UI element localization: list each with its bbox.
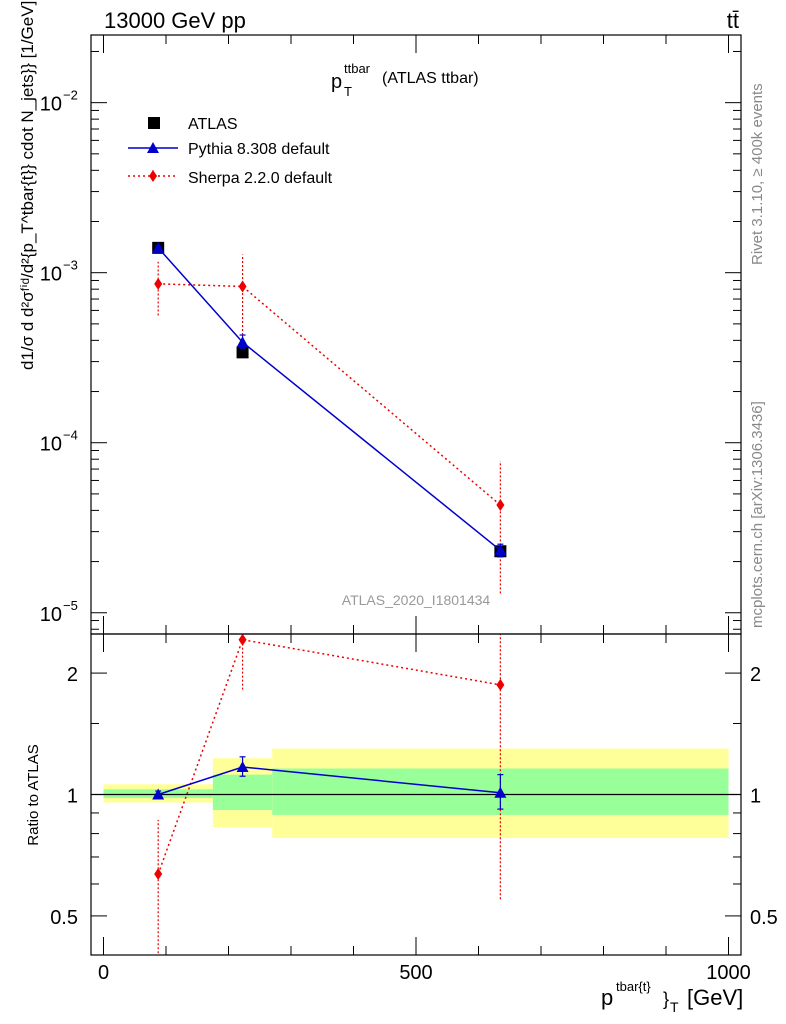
- main-sherpa-point: [496, 499, 505, 512]
- legend-marker-pythia: [147, 142, 159, 153]
- main-pythia-point: [494, 544, 507, 556]
- ratio-band-inner: [212, 774, 273, 811]
- plot-title-sup: ttbar: [344, 61, 371, 76]
- main-y-tick-label: 10: [40, 264, 62, 286]
- ratio-panel: 0.5 0.5 1 1 2 2 0 500 1000 Ratio to ATLAS p tbar…: [25, 633, 778, 1015]
- x-axis-label-unit: [GeV]: [687, 985, 743, 1010]
- ratio-pythia-point: [494, 786, 507, 798]
- process-label: tt̄: [727, 8, 739, 33]
- ratio-y-tick-label-right: 2: [750, 664, 761, 686]
- energy-label: 13000 GeV pp: [104, 8, 246, 33]
- plot-title: p: [331, 71, 342, 93]
- ratio-y-tick-label-right: 1: [750, 786, 761, 808]
- main-data-layer: [152, 241, 507, 594]
- ratio-sherpa-point: [154, 868, 163, 881]
- ratio-sherpa-point: [238, 634, 247, 646]
- main-y-tick-label-exp: −2: [63, 88, 78, 103]
- legend-label-sherpa: Sherpa 2.2.0 default: [188, 170, 333, 187]
- x-tick-label: 500: [399, 962, 432, 984]
- ratio-data-layer: [91, 634, 741, 955]
- legend-label-atlas: ATLAS: [188, 116, 238, 133]
- ratio-pythia-point: [152, 788, 165, 800]
- plot-title-suffix: (ATLAS ttbar): [382, 70, 479, 87]
- ratio-uncertainty-bands: [103, 748, 729, 839]
- x-axis-label: p tbar{t} } T [GeV]: [601, 979, 743, 1015]
- main-y-tick-label: 10: [40, 94, 62, 116]
- plot-title-sub: T: [344, 84, 352, 99]
- main-pythia-line: [157, 247, 501, 551]
- main-atlas-point: [236, 346, 249, 359]
- ratio-pythia-point: [236, 760, 249, 772]
- ratio-sherpa-point: [496, 678, 505, 691]
- legend: ATLAS Pythia 8.308 default Sherpa 2.2.0 …: [128, 116, 333, 187]
- ratio-y-tick-label-right: 0.5: [750, 907, 778, 929]
- main-sherpa-line: [158, 283, 501, 506]
- main-sherpa-point: [154, 277, 163, 290]
- x-axis-label-sup: tbar{t}: [616, 979, 651, 994]
- main-pythia-point: [152, 241, 165, 253]
- ratio-axis-ticks: 0.5 0.5 1 1 2 2 0 500 1000: [50, 634, 778, 984]
- x-tick-label: 1000: [706, 962, 751, 984]
- main-pythia-point: [236, 336, 249, 348]
- ratio-y-tick-label-left: 1: [67, 786, 78, 808]
- rivet-version-label: Rivet 3.1.10, ≥ 400k events: [749, 83, 766, 265]
- x-axis-label-sub: }: [663, 989, 669, 1009]
- legend-marker-sherpa: [149, 170, 157, 182]
- main-y-tick-label: 10: [40, 434, 62, 456]
- x-tick-label: 0: [98, 962, 109, 984]
- ratio-y-tick-label-left: 0.5: [50, 907, 78, 929]
- main-y-tick-label-exp: −5: [63, 598, 78, 613]
- main-y-axis-label: d1/σ d d²σᶠⁱᵈ/d²{p_T^tbar{t}} cdot N_jet…: [18, 1, 37, 370]
- main-sherpa-point: [238, 280, 247, 293]
- main-axis-ticks: 10−510−410−310−2: [40, 35, 741, 634]
- x-axis-label-main: p: [601, 985, 613, 1010]
- ratio-y-axis-label: Ratio to ATLAS: [25, 744, 42, 845]
- ratio-y-tick-label-left: 2: [67, 664, 78, 686]
- main-panel: 10−510−410−310−2 p ttbar T (ATLAS ttbar)…: [18, 1, 742, 635]
- main-y-tick-label-exp: −3: [63, 258, 78, 273]
- mcplots-label: mcplots.cern.ch [arXiv:1306.3436]: [749, 401, 766, 628]
- analysis-label: ATLAS_2020_I1801434: [342, 592, 491, 608]
- legend-marker-atlas: [148, 117, 160, 129]
- main-y-tick-label: 10: [40, 604, 62, 626]
- main-y-tick-label-exp: −4: [63, 428, 78, 443]
- x-axis-label-sub2: T: [670, 999, 679, 1015]
- legend-label-pythia: Pythia 8.308 default: [188, 141, 330, 158]
